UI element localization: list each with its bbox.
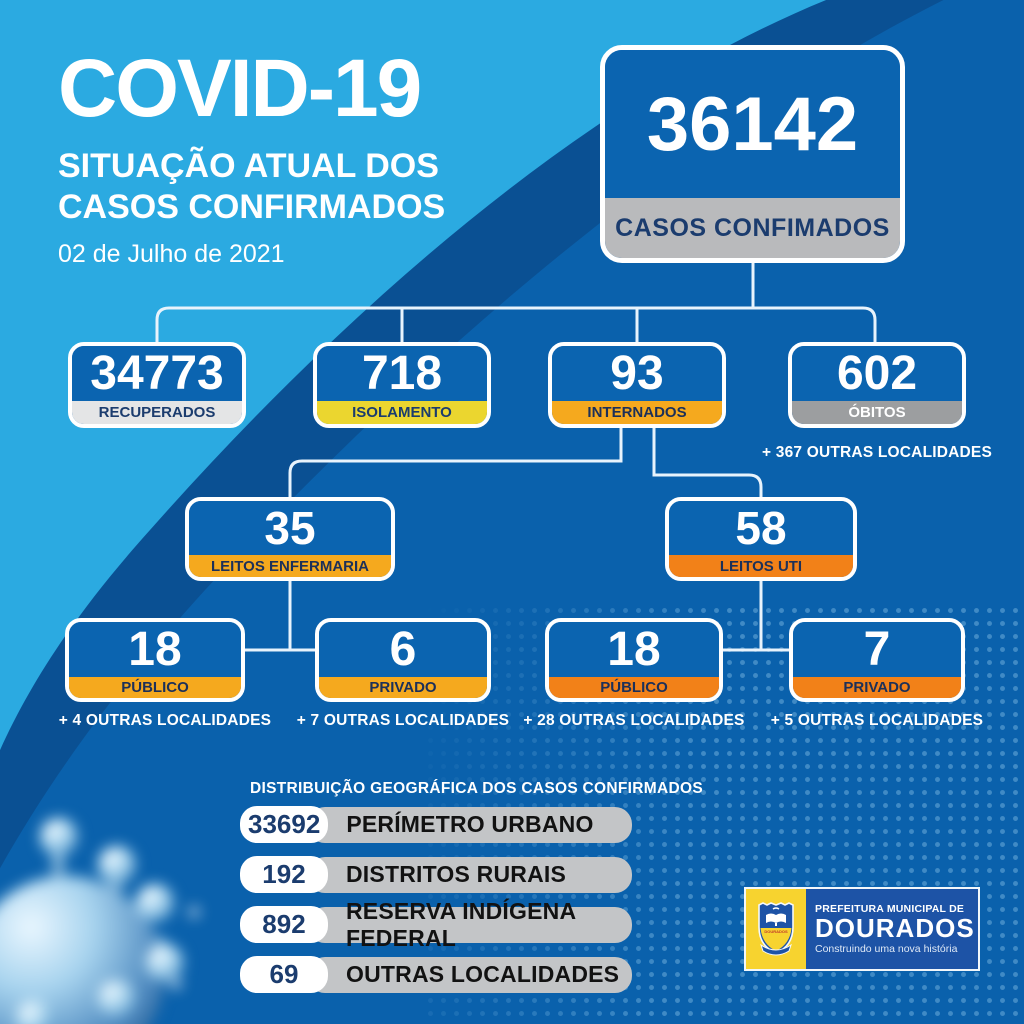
internados-card: 93 INTERNADOS xyxy=(548,342,726,428)
leitos-uti-card: 58 LEITOS UTI xyxy=(665,497,857,581)
enfermaria-privado-value: 6 xyxy=(319,622,487,677)
distribution-label: DISTRITOS RURAIS xyxy=(308,856,632,893)
recuperados-card: 34773 RECUPERADOS xyxy=(68,342,246,428)
distribution-row: 69 OUTRAS LOCALIDADES xyxy=(240,956,632,993)
report-date: 02 de Julho de 2021 xyxy=(58,239,285,268)
enfermaria-publico-note: + 4 OUTRAS LOCALIDADES xyxy=(58,712,272,729)
uti-publico-value: 18 xyxy=(549,622,719,677)
leitos-enfermaria-value: 35 xyxy=(189,501,391,555)
distribution-row: 33692 PERÍMETRO URBANO xyxy=(240,806,632,843)
subtitle-line-1: SITUAÇÃO ATUAL DOS xyxy=(58,147,439,185)
uti-privado-card: 7 PRIVADO xyxy=(789,618,965,702)
uti-publico-label: PÚBLICO xyxy=(549,677,719,698)
distribution-row: 892 RESERVA INDÍGENA FEDERAL xyxy=(240,898,632,951)
enfermaria-privado-label: PRIVADO xyxy=(319,677,487,698)
enfermaria-privado-card: 6 PRIVADO xyxy=(315,618,491,702)
enfermaria-privado-note: + 7 OUTRAS LOCALIDADES xyxy=(296,712,510,729)
logo-name: DOURADOS xyxy=(815,913,975,944)
page-subtitle: SITUAÇÃO ATUAL DOS CASOS CONFIRMADOS xyxy=(58,146,445,228)
obitos-card: 602 ÓBITOS xyxy=(788,342,966,428)
internados-label: INTERNADOS xyxy=(552,401,722,424)
uti-publico-note: + 28 OUTRAS LOCALIDADES xyxy=(523,712,745,729)
uti-publico-card: 18 PÚBLICO xyxy=(545,618,723,702)
recuperados-value: 34773 xyxy=(72,346,242,401)
leitos-enfermaria-label: LEITOS ENFERMARIA xyxy=(189,555,391,577)
recuperados-label: RECUPERADOS xyxy=(72,401,242,424)
prefeitura-dourados-logo: DOURADOS PREFEITURA MUNICIPAL DE DOURADO… xyxy=(744,887,980,971)
distribution-label: OUTRAS LOCALIDADES xyxy=(308,956,632,993)
total-cases-value: 36142 xyxy=(605,50,900,198)
leitos-uti-value: 58 xyxy=(669,501,853,555)
leitos-uti-label: LEITOS UTI xyxy=(669,555,853,577)
internados-value: 93 xyxy=(552,346,722,401)
obitos-label: ÓBITOS xyxy=(792,401,962,424)
enfermaria-publico-card: 18 PÚBLICO xyxy=(65,618,245,702)
enfermaria-publico-value: 18 xyxy=(69,622,241,677)
distribution-list: 33692 PERÍMETRO URBANO 192 DISTRITOS RUR… xyxy=(240,806,632,1006)
coronavirus-image xyxy=(0,818,240,1024)
isolamento-value: 718 xyxy=(317,346,487,401)
leitos-enfermaria-card: 35 LEITOS ENFERMARIA xyxy=(185,497,395,581)
distribution-value: 69 xyxy=(240,956,328,993)
isolamento-card: 718 ISOLAMENTO xyxy=(313,342,491,428)
distribution-label: RESERVA INDÍGENA FEDERAL xyxy=(308,898,632,951)
logo-text-block: PREFEITURA MUNICIPAL DE DOURADOS Constru… xyxy=(806,889,978,969)
total-cases-card: 36142 CASOS CONFIMADOS xyxy=(600,45,905,263)
distribution-title: DISTRIBUIÇÃO GEOGRÁFICA DOS CASOS CONFIR… xyxy=(250,780,703,797)
isolamento-label: ISOLAMENTO xyxy=(317,401,487,424)
distribution-value: 192 xyxy=(240,856,328,893)
dourados-crest-icon: DOURADOS xyxy=(758,902,794,956)
distribution-value: 892 xyxy=(240,906,328,943)
distribution-row: 192 DISTRITOS RURAIS xyxy=(240,856,632,893)
obitos-value: 602 xyxy=(792,346,962,401)
distribution-value: 33692 xyxy=(240,806,329,843)
svg-text:DOURADOS: DOURADOS xyxy=(764,929,788,934)
distribution-label: PERÍMETRO URBANO xyxy=(308,806,632,843)
uti-privado-label: PRIVADO xyxy=(793,677,961,698)
logo-tagline: Construindo uma nova história xyxy=(815,942,958,955)
enfermaria-publico-label: PÚBLICO xyxy=(69,677,241,698)
header-block: COVID-19 SITUAÇÃO ATUAL DOS CASOS CONFIR… xyxy=(58,48,445,269)
uti-privado-note: + 5 OUTRAS LOCALIDADES xyxy=(770,712,984,729)
logo-line1: PREFEITURA MUNICIPAL DE xyxy=(815,903,965,916)
subtitle-line-2: CASOS CONFIRMADOS xyxy=(58,187,446,226)
uti-privado-value: 7 xyxy=(793,622,961,677)
crest-box: DOURADOS xyxy=(746,889,806,969)
total-cases-label: CASOS CONFIMADOS xyxy=(605,198,900,258)
page-title: COVID-19 xyxy=(58,43,422,134)
obitos-note: + 367 OUTRAS LOCALIDADES xyxy=(761,444,993,461)
